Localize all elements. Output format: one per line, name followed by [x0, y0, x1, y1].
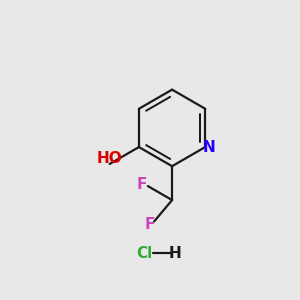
Text: N: N: [203, 140, 215, 154]
Text: H: H: [169, 246, 182, 261]
Text: Cl: Cl: [136, 246, 152, 261]
Text: F: F: [137, 177, 147, 192]
Text: F: F: [145, 217, 155, 232]
Text: HO: HO: [97, 151, 122, 166]
